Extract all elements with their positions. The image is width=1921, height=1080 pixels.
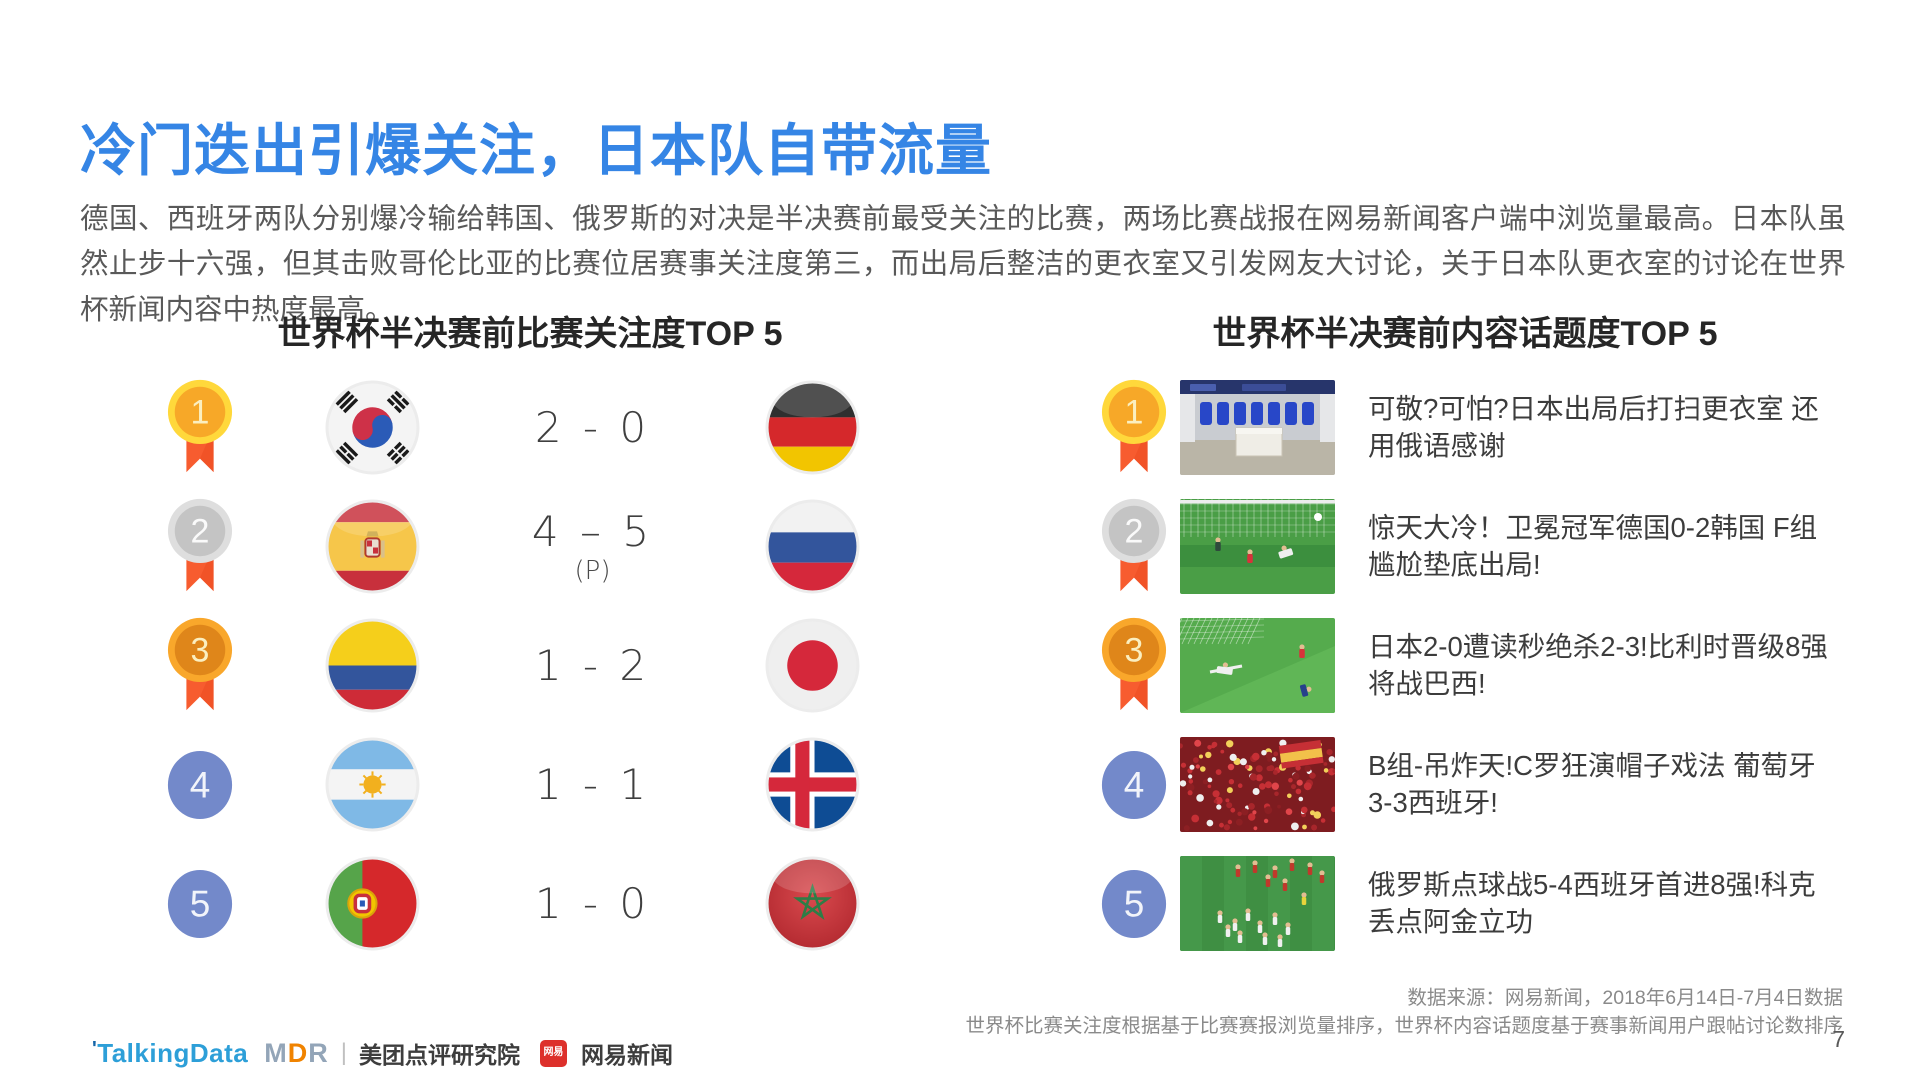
match-attention-list: 1 2 - 0 2 4 – 5 (P) 3 1 - 2 4 1 - 1 5 1 - 0: [140, 368, 940, 963]
rank-5-circle-icon: 5: [1101, 869, 1167, 938]
score-text: 1 - 0: [534, 879, 651, 928]
argentina-flag-icon: [260, 736, 485, 833]
rank-badge-5: 5: [1088, 867, 1180, 941]
netease-news-label: 网易新闻: [580, 1042, 673, 1068]
medal-rank-2-icon: 2: [1101, 498, 1167, 592]
medal-rank-1-icon: 1: [167, 379, 233, 473]
news-headline: 俄罗斯点球战5-4西班牙首进8强!科克丢点阿金立功: [1368, 868, 1816, 937]
score-cell: 4 – 5 (P): [485, 507, 700, 586]
rank-badge-1: 1: [140, 377, 260, 478]
footer-source: 数据来源：网易新闻，2018年6月14日-7月4日数据 世界杯比赛关注度根据基于…: [965, 984, 1843, 1041]
svg-text:4: 4: [190, 764, 211, 805]
source-line-2: 世界杯比赛关注度根据基于比赛赛报浏览量排序，世界杯内容话题度基于赛事新闻用户跟帖…: [965, 1015, 1843, 1038]
svg-text:2: 2: [1125, 513, 1144, 551]
news-headline: 可敬?可怕?日本出局后打扫更衣室 还用俄语感谢: [1368, 392, 1819, 461]
svg-text:1: 1: [191, 394, 210, 432]
topic-row-1: 1 可敬?可怕?日本出局后打扫更衣室 还用俄语感谢: [1088, 368, 1878, 487]
rank-badge-4: 4: [1088, 748, 1180, 822]
logo-bar: 'TalkingData MDR | 美团点评研究院 网易 网易新闻: [92, 1036, 673, 1070]
right-panel-title: 世界杯半决赛前内容话题度TOP 5: [1212, 315, 1718, 353]
talkingdata-logo: 'TalkingData: [92, 1038, 248, 1069]
rank-badge-3: 3: [1088, 615, 1180, 716]
svg-text:5: 5: [190, 883, 211, 924]
talkingdata-label: TalkingData: [97, 1037, 249, 1068]
news-headline: 日本2-0遭读秒绝杀2-3!比利时晋级8强将战巴西!: [1368, 630, 1828, 699]
svg-text:1: 1: [1125, 394, 1144, 432]
topic-row-4: 4 B组-吊炸天!C罗狂演帽子戏法 葡萄牙3-3西班牙!: [1088, 725, 1878, 844]
news-thumbnail-spain-fans-crowd: [1180, 737, 1350, 832]
content-topic-list: 1 可敬?可怕?日本出局后打扫更衣室 还用俄语感谢 2 惊天大冷！卫冕冠军德国0-2韩…: [1088, 368, 1878, 963]
rank-badge-4: 4: [140, 748, 260, 822]
colombia-flag-icon: [260, 617, 485, 714]
japan-flag-icon: [700, 617, 925, 714]
news-thumbnail-germany-korea-goal: [1180, 499, 1350, 594]
score-cell: 2 - 0: [485, 403, 700, 452]
medal-rank-1-icon: 1: [1101, 379, 1167, 473]
rank-badge-1: 1: [1088, 377, 1180, 478]
match-row-1: 1 2 - 0: [140, 368, 940, 487]
svg-text:3: 3: [191, 632, 210, 670]
score-cell: 1 - 0: [485, 879, 700, 928]
intro-paragraph: 德国、西班牙两队分别爆冷输给韩国、俄罗斯的对决是半决赛前最受关注的比赛，两场比赛…: [80, 202, 1846, 326]
svg-text:2: 2: [191, 513, 210, 551]
score-note: (P): [574, 556, 611, 586]
topic-row-5: 5 俄罗斯点球战5-4西班牙首进8强!科克丢点阿金立功: [1088, 844, 1878, 963]
iceland-flag-icon: [700, 736, 925, 833]
rank-4-circle-icon: 4: [1101, 750, 1167, 819]
score-text: 1 - 1: [534, 760, 651, 809]
mdr-logo: MDR: [264, 1037, 329, 1068]
left-panel-title: 世界杯半决赛前比赛关注度TOP 5: [277, 315, 783, 353]
match-row-2: 2 4 – 5 (P): [140, 487, 940, 606]
score-text: 1 - 2: [534, 641, 651, 690]
rank-badge-2: 2: [140, 496, 260, 597]
svg-text:3: 3: [1125, 632, 1144, 670]
news-thumbnail-japan-belgium-goal: [1180, 618, 1350, 713]
score-cell: 1 - 1: [485, 760, 700, 809]
news-thumbnail-locker-room: [1180, 380, 1350, 475]
page-title: 冷门迭出引爆关注，日本队自带流量: [80, 118, 992, 182]
meituan-dianping-label: 美团点评研究院: [358, 1042, 520, 1068]
talkingdata-tick-icon: ': [92, 1037, 98, 1060]
logo-divider: |: [340, 1039, 347, 1066]
germany-flag-icon: [700, 379, 925, 476]
news-headline: 惊天大冷！卫冕冠军德国0-2韩国 F组尴尬垫底出局!: [1368, 511, 1818, 580]
rank-badge-3: 3: [140, 615, 260, 716]
medal-rank-2-icon: 2: [167, 498, 233, 592]
topic-row-2: 2 惊天大冷！卫冕冠军德国0-2韩国 F组尴尬垫底出局!: [1088, 487, 1878, 606]
news-thumbnail-russia-celebration: [1180, 856, 1350, 951]
portugal-flag-icon: [260, 855, 485, 952]
score-text: 2 - 0: [534, 403, 651, 452]
score-cell: 1 - 2: [485, 641, 700, 690]
south-korea-flag-icon: [260, 379, 485, 476]
rank-5-circle-icon: 5: [167, 869, 233, 938]
match-row-4: 4 1 - 1: [140, 725, 940, 844]
morocco-flag-icon: [700, 855, 925, 952]
rank-badge-2: 2: [1088, 496, 1180, 597]
score-text: 4 – 5: [531, 507, 654, 556]
match-row-5: 5 1 - 0: [140, 844, 940, 963]
news-headline: B组-吊炸天!C罗狂演帽子戏法 葡萄牙3-3西班牙!: [1368, 749, 1816, 818]
spain-flag-icon: [260, 498, 485, 595]
rank-badge-5: 5: [140, 867, 260, 941]
source-line-1: 数据来源：网易新闻，2018年6月14日-7月4日数据: [1407, 987, 1843, 1009]
svg-text:4: 4: [1124, 764, 1145, 805]
svg-text:5: 5: [1124, 883, 1145, 924]
topic-row-3: 3 日本2-0遭读秒绝杀2-3!比利时晋级8强将战巴西!: [1088, 606, 1878, 725]
rank-4-circle-icon: 4: [167, 750, 233, 819]
match-row-3: 3 1 - 2: [140, 606, 940, 725]
russia-flag-icon: [700, 498, 925, 595]
page-number: 7: [1832, 1026, 1845, 1052]
netease-logo-icon: 网易: [539, 1039, 567, 1067]
medal-rank-3-icon: 3: [167, 617, 233, 711]
medal-rank-3-icon: 3: [1101, 617, 1167, 711]
